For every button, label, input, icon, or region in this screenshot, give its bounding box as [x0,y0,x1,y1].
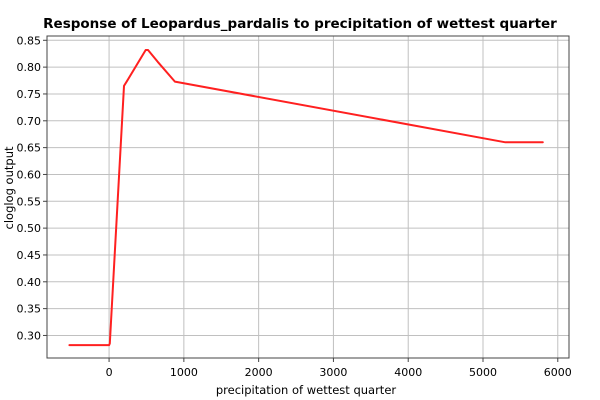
response-curve-line [68,49,544,347]
y-tick-label: 0.70 [17,115,42,128]
y-axis-label: cloglog output [2,146,16,229]
chart-title: Response of Leopardus_pardalis to precip… [43,16,557,32]
y-tick-label: 0.75 [17,88,42,101]
series-layer [68,49,544,347]
y-tick-label: 0.60 [17,168,42,181]
y-tick-label: 0.55 [17,195,42,208]
y-tick-label: 0.45 [17,249,42,262]
x-tick-label: 2000 [245,366,273,379]
x-tick-label: 4000 [394,366,422,379]
x-tick-label: 1000 [170,366,198,379]
grid-lines [47,36,569,358]
y-tick-label: 0.35 [17,303,42,316]
x-tick-label: 6000 [544,366,572,379]
y-tick-label: 0.65 [17,142,42,155]
y-tick-label: 0.40 [17,276,42,289]
x-axis-ticks: 0 1000 2000 3000 4000 5000 6000 [106,358,572,379]
y-axis-ticks: 0.30 0.35 0.40 0.45 0.50 0.55 0.60 0.65 0.70 0.75… [17,34,47,342]
y-tick-label: 0.80 [17,61,42,74]
x-tick-label: 3000 [319,366,347,379]
y-tick-label: 0.85 [17,34,42,47]
y-tick-label: 0.50 [17,222,42,235]
y-tick-label: 0.30 [17,329,42,342]
x-tick-label: 0 [106,366,113,379]
x-axis-label: precipitation of wettest quarter [216,383,397,397]
plot-frame [46,35,570,359]
x-tick-label: 5000 [469,366,497,379]
